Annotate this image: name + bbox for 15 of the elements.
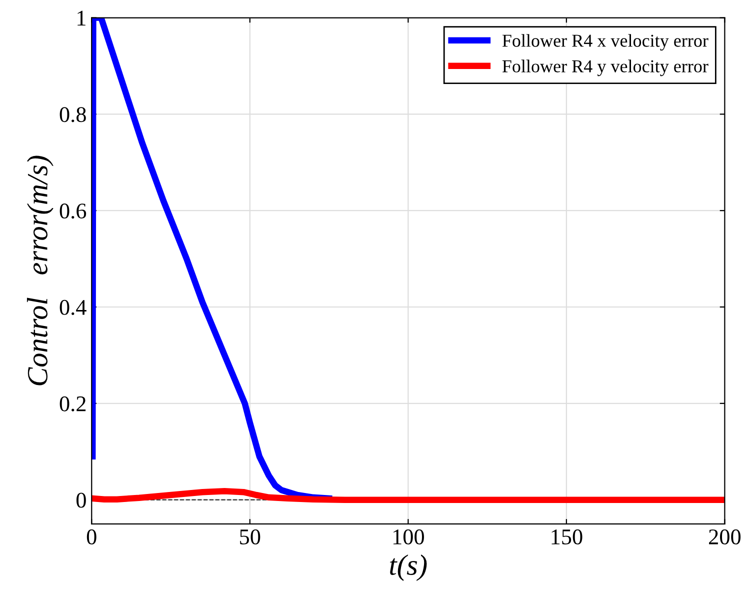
x-axis-title: t(s) [390, 554, 427, 581]
x-tick-label: 200 [709, 529, 741, 544]
y-tick-label: 0.4 [60, 300, 86, 316]
y-tick-label: 0.8 [60, 107, 86, 122]
legend-label: Follower R4 x velocity error [502, 34, 708, 51]
y-tick-label: 0.6 [60, 204, 86, 219]
legend-label: Follower R4 y velocity error [502, 60, 708, 76]
y-axis-title: Control error(m/s) [26, 156, 54, 386]
y-tick-label: 0.2 [60, 396, 86, 412]
y-tick-label: 1 [78, 10, 86, 26]
x-tick-label: 50 [240, 529, 260, 544]
x-tick-label: 150 [552, 529, 582, 544]
x-tick-label: 100 [393, 529, 424, 544]
y-tick-label: 0 [76, 492, 86, 508]
x-tick-label: 0 [86, 529, 96, 544]
